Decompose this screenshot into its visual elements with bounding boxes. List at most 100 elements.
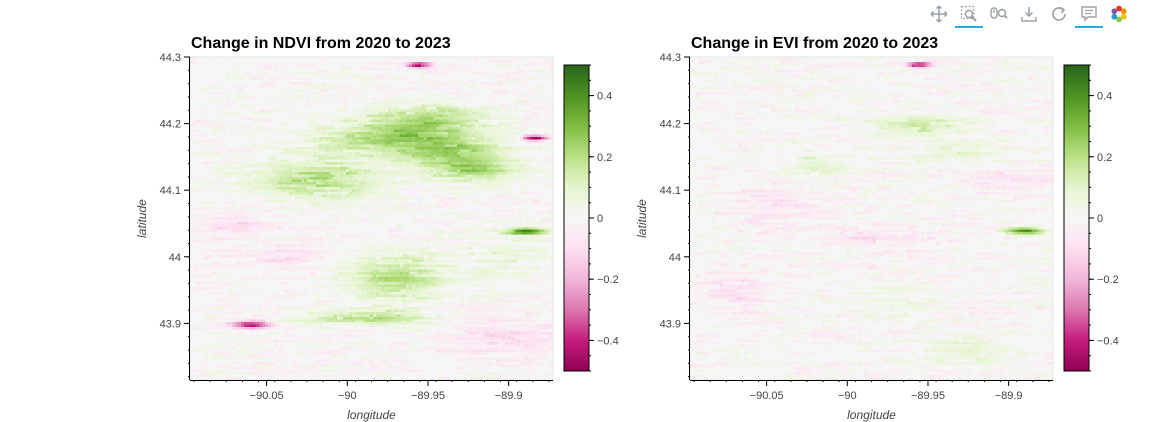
heatmap-cell xyxy=(457,87,461,90)
heatmap-cell xyxy=(412,109,416,113)
heatmap-cell xyxy=(505,122,509,125)
heatmap-cell xyxy=(499,209,503,213)
heatmap-cell xyxy=(412,157,416,160)
heatmap-cell xyxy=(331,159,335,163)
heatmap-cell xyxy=(454,182,458,185)
heatmap-cell xyxy=(358,137,362,140)
heatmap-cell xyxy=(427,179,431,183)
heatmap-cell xyxy=(367,159,371,163)
heatmap-cell xyxy=(286,209,290,213)
heatmap-cell xyxy=(301,147,305,150)
heatmap-cell xyxy=(298,207,302,210)
heatmap-cell xyxy=(364,84,368,88)
heatmap-cell xyxy=(382,84,386,88)
heatmap-cell xyxy=(412,117,416,120)
heatmap-cell xyxy=(295,82,299,85)
heatmap-cell xyxy=(499,172,503,175)
heatmap-cell xyxy=(232,172,236,175)
box-zoom-tool[interactable] xyxy=(954,1,984,28)
heatmap-cell xyxy=(190,189,194,193)
heatmap-cell xyxy=(379,117,383,120)
heatmap-cell xyxy=(511,174,515,178)
heatmap-cell xyxy=(295,159,299,163)
heatmap-cell xyxy=(490,169,494,173)
heatmap-cell xyxy=(352,194,356,198)
heatmap-cell xyxy=(511,114,515,118)
heatmap-cell xyxy=(439,117,443,120)
heatmap-cell xyxy=(481,179,485,183)
heatmap-cell xyxy=(286,97,290,100)
reset-tool[interactable] xyxy=(1044,1,1074,27)
heatmap-cell xyxy=(442,212,446,215)
heatmap-cell xyxy=(418,219,422,223)
heatmap-cell xyxy=(223,212,227,215)
heatmap-cell xyxy=(469,159,473,163)
heatmap-cell xyxy=(424,142,428,145)
heatmap-cell xyxy=(358,139,362,143)
heatmap-cell xyxy=(289,227,293,230)
heatmap-cell xyxy=(379,172,383,175)
heatmap-cell xyxy=(469,119,473,123)
heatmap-cell xyxy=(292,129,296,133)
heatmap-cell xyxy=(280,129,284,133)
heatmap-cell xyxy=(223,187,227,190)
heatmap-cell xyxy=(379,154,383,158)
heatmap-cell xyxy=(343,107,347,110)
heatmap-cell xyxy=(466,67,470,70)
heatmap-cell xyxy=(307,97,311,100)
save-tool[interactable] xyxy=(1014,1,1044,27)
heatmap-cell xyxy=(478,162,482,165)
heatmap-cell xyxy=(304,187,308,190)
heatmap-cell xyxy=(274,222,278,225)
heatmap-cell xyxy=(373,174,377,178)
heatmap-cell xyxy=(433,219,437,223)
heatmap-cell xyxy=(349,139,353,143)
heatmap-cell xyxy=(388,142,392,145)
heatmap-cell xyxy=(232,192,236,195)
heatmap-cell xyxy=(520,172,524,175)
heatmap-cell xyxy=(463,174,467,178)
heatmap-cell xyxy=(331,132,335,135)
heatmap-cell xyxy=(514,82,518,85)
heatmap-cell xyxy=(229,214,233,218)
pan-tool[interactable] xyxy=(924,1,954,27)
heatmap-cell xyxy=(337,149,341,153)
heatmap-cell xyxy=(367,122,371,125)
heatmap-cell xyxy=(466,149,470,153)
heatmap-cell xyxy=(421,149,425,153)
heatmap-cell xyxy=(262,169,266,173)
heatmap-cell xyxy=(334,219,338,223)
heatmap-cell xyxy=(247,214,251,218)
heatmap-cell xyxy=(388,179,392,183)
heatmap-cell xyxy=(448,79,452,83)
heatmap-cell xyxy=(433,87,437,90)
heatmap-cell xyxy=(439,224,443,228)
heatmap-cell xyxy=(364,154,368,158)
heatmap-cell xyxy=(295,174,299,178)
heatmap-cell xyxy=(325,72,329,75)
heatmap-cell xyxy=(265,72,269,75)
hover-tool[interactable] xyxy=(1074,1,1104,28)
heatmap-cell xyxy=(469,127,473,130)
ndvi-change-plot[interactable]: −90.05 −90 −89.95 −89.9longitude43.94444.14… xyxy=(135,35,619,422)
heatmap-cell xyxy=(307,134,311,138)
heatmap-cell xyxy=(424,104,428,108)
heatmap-cell xyxy=(211,162,215,165)
heatmap-cell xyxy=(475,179,479,183)
heatmap-cell xyxy=(430,134,434,138)
heatmap-cell xyxy=(409,189,413,193)
heatmap-cell xyxy=(496,169,500,173)
heatmap-cell xyxy=(418,164,422,168)
heatmap-cell xyxy=(235,94,239,98)
heatmap-cell xyxy=(526,192,530,195)
heatmap-cell xyxy=(418,204,422,208)
heatmap-cell xyxy=(352,204,356,208)
bokeh-logo[interactable] xyxy=(1104,1,1134,27)
heatmap-cell xyxy=(355,129,359,133)
heatmap-cell xyxy=(337,107,341,110)
heatmap-cell xyxy=(295,134,299,138)
heatmap-cell xyxy=(511,159,515,163)
wheel-zoom-tool[interactable] xyxy=(984,1,1014,27)
heatmap-cell xyxy=(463,144,467,148)
heatmap-cell xyxy=(469,157,473,160)
